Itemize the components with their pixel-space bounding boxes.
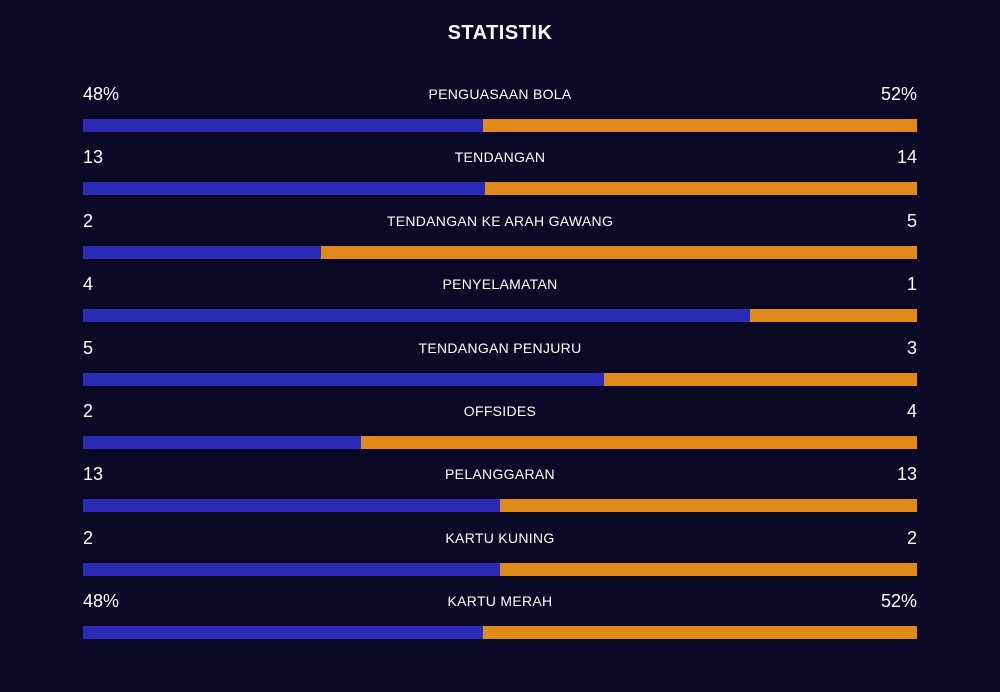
stat-row: 48% KARTU MERAH 52% <box>83 587 917 650</box>
away-value: 3 <box>906 337 917 358</box>
stat-label: TENDANGAN <box>454 149 546 166</box>
stat-row: 13 TENDANGAN 14 <box>83 143 917 206</box>
home-value: 2 <box>83 400 94 421</box>
stat-header: 4 PENYELAMATAN 1 <box>83 270 917 298</box>
comparison-bar <box>83 372 917 386</box>
bar-home-segment <box>83 372 605 386</box>
stat-row: 48% PENGUASAAN BOLA 52% <box>83 80 917 143</box>
stat-label: PENGUASAAN BOLA <box>428 86 572 102</box>
comparison-bar <box>83 562 917 576</box>
stat-row: 13 PELANGGARAN 13 <box>83 460 917 523</box>
home-value: 48% <box>83 591 120 612</box>
stat-row: 2 KARTU KUNING 2 <box>83 524 917 587</box>
bar-away-segment <box>483 626 917 640</box>
bar-home-segment <box>83 309 751 323</box>
comparison-bar <box>83 309 917 323</box>
bar-home-segment <box>83 119 484 132</box>
stat-header: 2 KARTU KUNING 2 <box>83 524 917 552</box>
away-value: 14 <box>896 147 917 168</box>
bar-home-segment <box>83 562 500 576</box>
bar-home-segment <box>83 499 500 513</box>
bar-away-segment <box>750 309 917 323</box>
stat-row: 2 OFFSIDES 4 <box>83 397 917 460</box>
comparison-bar <box>83 626 917 640</box>
stat-header: 13 TENDANGAN 14 <box>83 143 917 171</box>
comparison-bar <box>83 499 917 513</box>
stats-list: 48% PENGUASAAN BOLA 52% 13 TENDANGAN 14 2 TENDA… <box>83 80 917 651</box>
away-value: 13 <box>896 464 917 485</box>
bar-away-segment <box>500 562 917 576</box>
stat-label: PENYELAMATAN <box>442 276 558 293</box>
stat-header: 13 PELANGGARAN 13 <box>83 460 917 488</box>
comparison-bar <box>83 119 917 132</box>
away-value: 4 <box>906 400 917 421</box>
home-value: 2 <box>83 527 94 548</box>
stat-label: PELANGGARAN <box>445 466 555 483</box>
stat-row: 4 PENYELAMATAN 1 <box>83 270 917 333</box>
home-value: 4 <box>83 274 94 295</box>
bar-away-segment <box>321 245 917 259</box>
stat-header: 48% PENGUASAAN BOLA 52% <box>83 80 917 108</box>
stat-label: TENDANGAN KE ARAH GAWANG <box>386 212 614 229</box>
away-value: 5 <box>906 210 917 231</box>
stat-row: 2 TENDANGAN KE ARAH GAWANG 5 <box>83 207 917 270</box>
stat-header: 2 OFFSIDES 4 <box>83 397 917 425</box>
comparison-bar <box>83 182 917 196</box>
stat-label: KARTU KUNING <box>445 529 555 546</box>
stat-label: OFFSIDES <box>463 402 537 419</box>
away-value: 52% <box>880 591 917 612</box>
comparison-bar <box>83 435 917 449</box>
bar-away-segment <box>360 435 917 449</box>
bar-home-segment <box>83 435 361 449</box>
home-value: 2 <box>83 210 94 231</box>
bar-home-segment <box>83 245 322 259</box>
comparison-bar <box>83 245 917 259</box>
away-value: 52% <box>880 84 917 104</box>
home-value: 13 <box>83 464 104 485</box>
stat-header: 2 TENDANGAN KE ARAH GAWANG 5 <box>83 207 917 235</box>
stat-label: KARTU MERAH <box>447 593 553 610</box>
stat-label: TENDANGAN PENJURU <box>418 339 582 356</box>
stat-row: 5 TENDANGAN PENJURU 3 <box>83 334 917 397</box>
bar-away-segment <box>484 182 917 196</box>
bar-away-segment <box>500 499 917 513</box>
home-value: 13 <box>83 147 104 168</box>
stat-header: 48% KARTU MERAH 52% <box>83 587 917 615</box>
bar-away-segment <box>604 372 917 386</box>
bar-away-segment <box>483 119 917 132</box>
away-value: 1 <box>906 274 917 295</box>
bar-home-segment <box>83 626 484 640</box>
stat-header: 5 TENDANGAN PENJURU 3 <box>83 334 917 362</box>
page-title: STATISTIK <box>447 22 553 44</box>
away-value: 2 <box>906 527 917 548</box>
bar-home-segment <box>83 182 485 196</box>
home-value: 5 <box>83 337 94 358</box>
home-value: 48% <box>83 84 120 104</box>
